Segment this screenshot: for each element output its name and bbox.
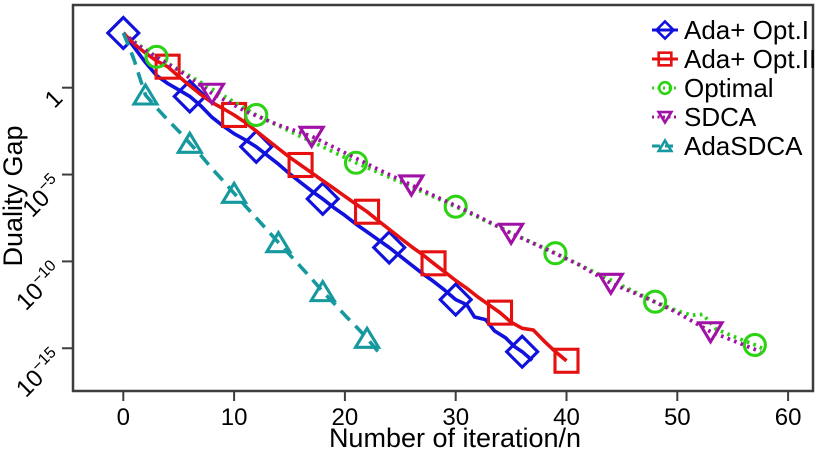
series-marker-sdca	[496, 222, 526, 247]
legend-item-ada-opt-i: Ada+ Opt.I	[652, 15, 809, 45]
series-marker-ada-opt-ii	[420, 250, 447, 277]
legend-swatch-marker-sdca	[656, 110, 674, 126]
series-layer	[105, 15, 767, 374]
series-marker-ada-opt-ii	[287, 151, 314, 179]
series-marker-sdca	[696, 321, 725, 345]
series-marker-sdca	[197, 82, 227, 107]
series-marker-optimal	[244, 102, 269, 128]
series-marker-adasdca	[264, 229, 293, 254]
series-line-ada-opt-ii	[122, 31, 568, 363]
series-marker-adasdca	[175, 130, 205, 154]
series-ada-opt-i	[105, 15, 540, 370]
series-marker-adasdca	[219, 180, 249, 204]
series-marker-adasdca	[352, 325, 382, 349]
legend-label: AdaSDCA	[684, 131, 803, 161]
series-marker-optimal	[742, 332, 767, 357]
legend-swatch-marker-ada-opt-i	[654, 19, 676, 41]
x-tick-label: 60	[775, 404, 802, 431]
legend-item-sdca: SDCA	[652, 102, 757, 132]
x-axis-ticks: 0 10 20 30 40 50 60	[117, 391, 802, 431]
series-marker-optimal	[543, 241, 568, 266]
series-marker-optimal	[443, 194, 468, 219]
series-optimal	[122, 31, 767, 357]
series-marker-ada-opt-i	[371, 229, 407, 266]
x-tick-label: 30	[442, 404, 469, 431]
legend-swatch-marker-adasdca	[656, 137, 674, 153]
series-marker-optimal	[643, 289, 668, 314]
series-marker-ada-opt-ii	[553, 347, 580, 374]
series-marker-ada-opt-i	[238, 129, 274, 165]
x-tick-label: 50	[664, 404, 691, 431]
series-marker-ada-opt-i	[438, 281, 474, 318]
series-ada-opt-ii	[122, 31, 580, 374]
legend-label: Ada+ Opt.I	[684, 15, 809, 45]
series-marker-sdca	[297, 125, 326, 150]
legend-item-optimal: Optimal	[652, 73, 774, 103]
series-adasdca	[121, 32, 382, 353]
x-tick-label: 0	[117, 404, 130, 431]
legend-item-adasdca: AdaSDCA	[652, 131, 803, 161]
legend-label: SDCA	[684, 102, 757, 132]
x-axis-label: Number of iteration/n	[329, 423, 581, 453]
series-marker-ada-opt-i	[305, 181, 341, 217]
series-line-ada-opt-i	[121, 31, 534, 362]
y-tick-label: 1	[40, 85, 69, 114]
series-marker-ada-opt-i	[504, 334, 540, 370]
legend-label: Ada+ Opt.II	[684, 44, 816, 74]
legend-item-ada-opt-ii: Ada+ Opt.II	[652, 44, 816, 74]
legend-label: Optimal	[684, 73, 774, 103]
series-marker-ada-opt-i	[105, 15, 141, 51]
x-tick-label: 20	[332, 404, 359, 431]
series-marker-adasdca	[131, 82, 160, 106]
y-tick-label: 10−15	[10, 344, 69, 403]
y-axis-label: Duality Gap	[0, 125, 28, 266]
series-marker-ada-opt-ii	[354, 198, 381, 225]
series-line-sdca	[122, 31, 762, 354]
series-marker-adasdca	[308, 278, 337, 303]
series-marker-optimal	[144, 44, 169, 69]
legend-swatch-marker-optimal	[657, 80, 673, 96]
series-marker-sdca	[596, 272, 626, 297]
series-marker-sdca	[397, 174, 426, 198]
legend-swatch-marker-ada-opt-ii	[657, 51, 673, 67]
series-sdca	[122, 31, 762, 354]
x-tick-label: 40	[553, 404, 580, 431]
plot-frame	[71, 3, 815, 393]
series-marker-ada-opt-ii	[486, 299, 514, 326]
series-marker-optimal	[343, 150, 369, 175]
x-tick-label: 10	[221, 404, 248, 431]
